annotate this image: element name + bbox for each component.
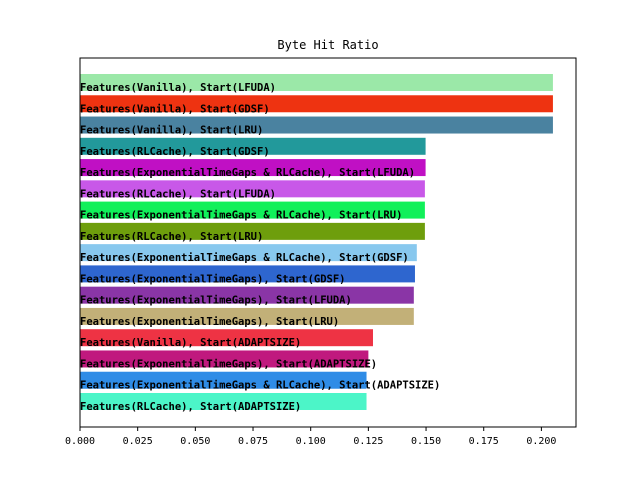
x-tick-label: 0.200 — [526, 436, 556, 447]
x-tick-label: 0.075 — [238, 436, 268, 447]
bar — [80, 393, 367, 410]
bar — [80, 201, 425, 219]
bar-labels-group: Features(Vanilla), Start(LFUDA) Features(… — [80, 82, 440, 413]
x-tick-label: 0.125 — [353, 436, 383, 447]
x-tick-label: 0.175 — [469, 436, 499, 447]
bars-group — [80, 74, 553, 410]
bar-label: Features(Vanilla), Start(GDSF) — [80, 103, 270, 115]
bar-label: Features(ExponentialTimeGaps), Start(ADA… — [80, 358, 377, 370]
x-tick-label: 0.150 — [411, 436, 441, 447]
bar — [80, 222, 425, 240]
bar-label: Features(Vanilla), Start(LFUDA) — [80, 82, 276, 94]
bar — [80, 286, 414, 304]
bar — [80, 329, 373, 347]
plot-frame — [79, 57, 577, 428]
bar-label: Features(ExponentialTimeGaps & RLCache),… — [80, 167, 415, 179]
x-tick-label: 0.050 — [180, 436, 210, 447]
bar-label: Features(ExponentialTimeGaps), Start(LFU… — [80, 295, 352, 307]
bar — [80, 244, 417, 262]
bar-label: Features(ExponentialTimeGaps), Start(GDS… — [80, 273, 346, 285]
bar — [80, 265, 415, 283]
bar — [80, 116, 553, 134]
bar — [80, 350, 369, 368]
bar-label: Features(RLCache), Start(LRU) — [80, 231, 263, 243]
bar-label: Features(ExponentialTimeGaps & RLCache),… — [80, 380, 440, 392]
x-axis: 0.000 0.025 0.050 0.075 0.100 0.125 0.150 0.175… — [65, 427, 556, 447]
bar-label: Features(ExponentialTimeGaps & RLCache),… — [80, 210, 402, 222]
bar — [80, 137, 426, 155]
x-tick-label: 0.025 — [123, 436, 153, 447]
bar-label: Features(RLCache), Start(ADAPTSIZE) — [80, 401, 301, 413]
bar — [80, 180, 425, 198]
bar-label: Features(RLCache), Start(LFUDA) — [80, 188, 276, 200]
bar-label: Features(ExponentialTimeGaps), Start(LRU… — [80, 316, 339, 328]
bar — [80, 307, 414, 325]
bar-label: Features(Vanilla), Start(ADAPTSIZE) — [80, 337, 301, 349]
bar-label: Features(ExponentialTimeGaps & RLCache),… — [80, 252, 409, 264]
chart-title: Byte Hit Ratio — [277, 38, 378, 52]
x-tick-label: 0.100 — [296, 436, 326, 447]
bar-label: Features(Vanilla), Start(LRU) — [80, 125, 263, 137]
bar — [80, 371, 367, 389]
x-tick-label: 0.000 — [65, 436, 95, 447]
bar — [80, 74, 553, 91]
bar — [80, 95, 553, 113]
bar-label: Features(RLCache), Start(GDSF) — [80, 146, 270, 158]
bar — [80, 159, 426, 177]
